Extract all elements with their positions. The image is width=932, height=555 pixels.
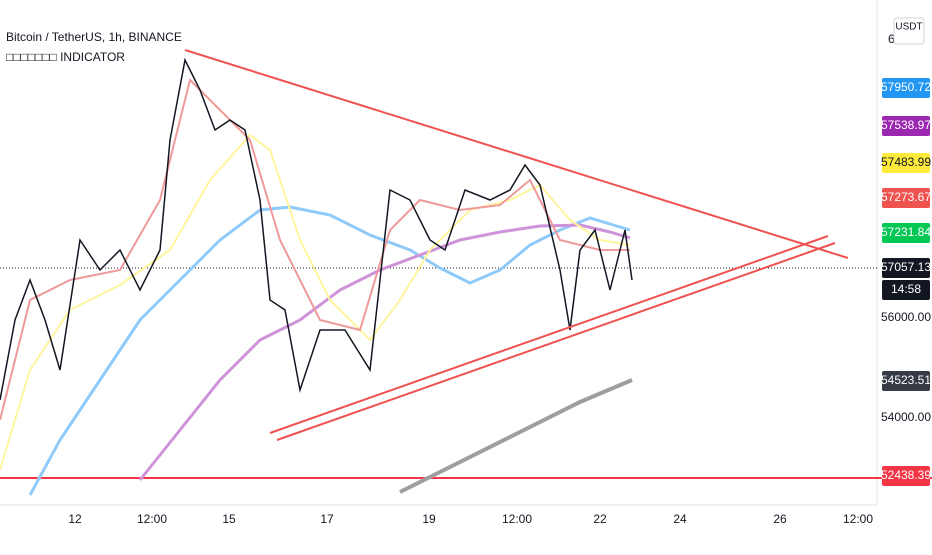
price-label-box xyxy=(882,153,930,173)
price-label-box xyxy=(882,116,930,136)
time-label: 15 xyxy=(222,512,236,526)
ma-purple xyxy=(138,223,631,481)
currency-label[interactable]: USDT xyxy=(895,22,922,33)
trendline-lower xyxy=(269,235,829,434)
price-label-box xyxy=(882,280,930,300)
ma-blue xyxy=(28,205,631,496)
time-label: 26 xyxy=(773,512,787,526)
price-label: 56000.00 xyxy=(881,310,931,324)
ma-gray xyxy=(399,378,633,494)
price-label: 54523.51 xyxy=(881,373,931,387)
price-label-box xyxy=(882,371,930,391)
currency-button[interactable] xyxy=(893,17,925,45)
price-label: 14:58 xyxy=(891,282,921,296)
time-label: 12:00 xyxy=(137,512,167,526)
price-label: 52438.39 xyxy=(881,468,931,482)
time-label: 12:00 xyxy=(843,512,873,526)
price-label: 57231.84 xyxy=(881,225,931,239)
price-label-box xyxy=(882,258,930,278)
price-label: 57483.99 xyxy=(881,155,931,169)
price-label: 57273.67 xyxy=(881,190,931,204)
trendline-lower-2 xyxy=(276,242,836,441)
time-label: 12 xyxy=(68,512,82,526)
trendline-upper xyxy=(184,49,849,259)
time-label: 22 xyxy=(593,512,607,526)
top-price-label: 6 xyxy=(888,32,895,46)
price-label-box xyxy=(882,78,930,98)
indicator-label: □□□□□□□ INDICATOR xyxy=(6,50,125,64)
price-label: 57057.13 xyxy=(881,260,931,274)
time-label: 12:00 xyxy=(502,512,532,526)
price-line xyxy=(0,57,633,401)
time-label: 19 xyxy=(422,512,436,526)
price-label-box xyxy=(882,188,930,208)
price-label-box xyxy=(882,466,930,486)
price-label-box xyxy=(882,223,930,243)
price-label: 57950.72 xyxy=(881,80,931,94)
time-label: 24 xyxy=(673,512,687,526)
symbol-title: Bitcoin / TetherUS, 1h, BINANCE xyxy=(6,30,182,44)
price-label: 54000.00 xyxy=(881,410,931,424)
price-label: 57538.97 xyxy=(881,118,931,132)
time-label: 17 xyxy=(320,512,334,526)
ma-red xyxy=(0,78,630,421)
